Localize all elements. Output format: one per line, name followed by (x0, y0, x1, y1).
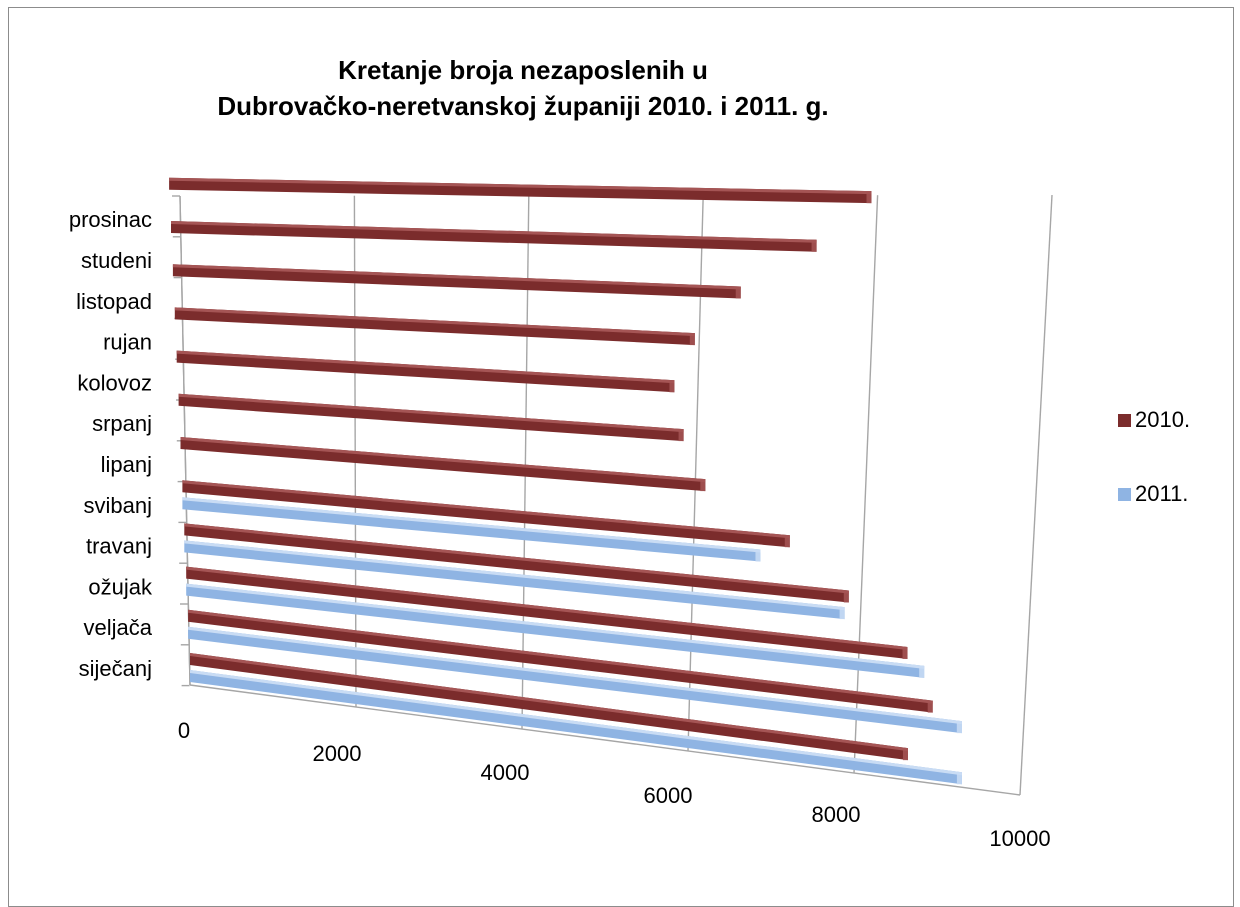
chart-title: Kretanje broja nezaposlenih u Dubrovačko… (0, 52, 1046, 124)
chart-frame (8, 7, 1234, 907)
bar-2010-lipanj-highlight (180, 437, 706, 483)
legend-label-2010: 2010. (1135, 407, 1191, 432)
bar-2010-listopad (172, 264, 741, 299)
bar-2011-veljača-cap (956, 721, 962, 734)
bar-2011-travanj-cap (839, 607, 845, 620)
bar-2011-siječanj (190, 670, 962, 785)
bar-2010-siječanj-highlight (190, 653, 908, 752)
category-label: studeni (81, 248, 152, 273)
category-label: siječanj (79, 656, 152, 681)
gridline-6000 (687, 195, 704, 752)
legend-item-2010: 2010. (1118, 407, 1190, 433)
x-tick-label: 0 (178, 718, 190, 743)
gridline-8000 (853, 195, 879, 774)
category-label: lipanj (101, 452, 152, 477)
x-tick-label: 4000 (481, 760, 530, 785)
bar-2011-ožujak-highlight (186, 583, 925, 669)
category-label: rujan (103, 330, 152, 355)
x-tick-label: 10000 (989, 826, 1050, 851)
bar-2011-svibanj (182, 497, 761, 562)
category-label: listopad (76, 289, 152, 314)
category-label: kolovoz (77, 370, 152, 395)
bar-2010-svibanj-highlight (182, 480, 790, 539)
bar-2010-srpanj-cap (678, 429, 684, 442)
x-tick-labels: 0 2000 4000 6000 8000 10000 (178, 718, 1051, 851)
x-tick-label: 2000 (313, 741, 362, 766)
bar-2010-ožujak (186, 566, 908, 659)
bar-2011-svibanj-cap (755, 549, 761, 562)
bar-2010-prosinac-cap (866, 191, 872, 204)
bar-2010-ožujak-highlight (186, 566, 908, 650)
legend-item-2011: 2011. (1118, 481, 1188, 507)
bar-2010-kolovoz (176, 350, 675, 393)
bar-2010-lipanj-cap (700, 479, 706, 492)
category-label: travanj (86, 534, 152, 559)
category-labels: siječanj veljača ožujak travanj svibanj lipan… (69, 207, 153, 681)
bar-series (169, 177, 962, 785)
bar-2010-ožujak-cap (902, 646, 908, 659)
gridline-4000 (521, 195, 530, 730)
x-tick-label: 6000 (644, 783, 693, 808)
bar-2010-travanj-highlight (184, 523, 849, 594)
bar-2010-travanj-cap (843, 590, 849, 603)
bar-2010-veljača-highlight (188, 609, 933, 704)
bar-2011-siječanj-highlight (190, 670, 962, 776)
bar-2010-studeni-highlight (171, 221, 817, 243)
bar-2010-studeni-cap (811, 239, 817, 252)
category-label: svibanj (84, 493, 152, 518)
legend-label-2011: 2011. (1135, 481, 1189, 506)
bar-2010-svibanj-cap (784, 535, 790, 548)
x-tick-label: 8000 (812, 802, 861, 827)
category-label: prosinac (69, 207, 152, 232)
legend-swatch-2011 (1118, 487, 1131, 501)
bar-2010-srpanj-highlight (178, 393, 684, 433)
bar-2010-listopad-highlight (172, 264, 741, 290)
gridline-10000 (1019, 194, 1053, 796)
bar-2010-kolovoz-cap (669, 380, 675, 393)
bar-2010-kolovoz-highlight (176, 350, 675, 384)
bar-2011-siječanj-cap (956, 772, 962, 785)
bar-2011-veljača-highlight (188, 626, 962, 725)
bar-2010-siječanj-cap (902, 748, 908, 761)
x-axis-line (189, 684, 1021, 796)
bar-2011-svibanj-highlight (182, 497, 761, 553)
bar-2010-travanj (184, 523, 849, 603)
chart-title-line-1: Kretanje broja nezaposlenih u (338, 55, 708, 85)
category-label: srpanj (92, 411, 152, 436)
bar-2011-ožujak-cap (919, 665, 925, 678)
category-label: ožujak (88, 574, 153, 599)
bar-2010-veljača-cap (927, 700, 933, 713)
bar-2010-rujan-cap (689, 333, 695, 346)
bar-2010-prosinac-highlight (169, 177, 872, 195)
chart-title-line-2: Dubrovačko-neretvanskoj županiji 2010. i… (217, 91, 829, 121)
bar-2010-listopad-cap (735, 286, 741, 299)
bar-2011-travanj-highlight (184, 540, 845, 611)
bar-2010-rujan-highlight (174, 307, 695, 337)
category-label: veljača (84, 615, 153, 640)
bar-2010-veljača (188, 609, 933, 713)
legend-swatch-2010 (1118, 413, 1131, 427)
